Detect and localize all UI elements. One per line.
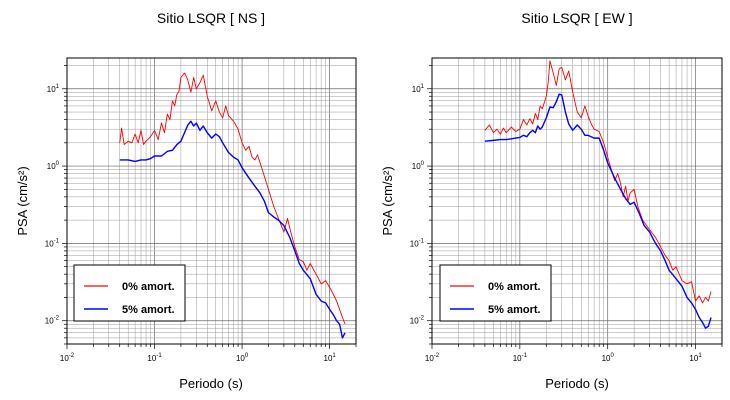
y-tick-labels-ew: 10-2 10-1 100 101 [410,84,425,326]
x-tick-label-ew: 10-1 [513,353,528,363]
y-tick-labels-ns: 10-2 10-1 100 101 [45,84,60,326]
legend-box-ns [73,264,186,322]
plot-area-ew [484,60,712,329]
y-axis-label-ew: PSA (cm/s²) [380,166,395,235]
x-tick-label-ns: 100 [236,353,249,363]
plot-area-ns [119,72,346,339]
y-tick-label-ns: 100 [47,161,60,171]
x-tick-label-ew: 100 [602,353,615,363]
panel-ns: Sitio LSQR [ NS ] 10-2 10-1 100 101 10-210-… [15,10,357,391]
y-tick-label-ew: 100 [412,161,425,171]
legend-ew: 0% amort. 5% amort. [439,264,552,322]
chart-title-ew: Sitio LSQR [ EW ] [521,10,632,26]
x-tick-label-ns: 10-1 [147,353,162,363]
legend-label-5pct-ns: 5% amort. [122,304,175,316]
legend-box-ew [439,264,552,322]
x-tick-labels-ns: 10-2 10-1 100 101 [60,353,337,363]
series-line-5pct-ew [484,93,712,329]
y-tick-label-ns: 10-2 [45,316,60,326]
x-axis-label-ns: Periodo (s) [179,376,243,391]
x-tick-label-ns: 10-2 [60,353,75,363]
y-tick-label-ns: 10-1 [45,238,60,248]
series-line-0pct-ns [119,72,346,325]
y-tick-label-ew: 10-2 [410,316,425,326]
y-tick-label-ew: 10-1 [410,238,425,248]
y-tick-label-ew: 101 [412,84,425,94]
x-tick-label-ns: 101 [324,353,337,363]
series-line-5pct-ns [119,120,346,339]
legend-ns: 0% amort. 5% amort. [73,264,186,322]
x-tick-label-ew: 10-2 [425,353,440,363]
x-tick-label-ew: 101 [689,353,702,363]
x-tick-labels-ew: 10-2 10-1 100 101 [425,353,702,363]
plot-frame-ns [66,57,357,345]
series-line-0pct-ew [484,60,712,304]
legend-label-0pct-ns: 0% amort. [122,281,175,293]
x-axis-label-ew: Periodo (s) [545,376,609,391]
panel-ew: Sitio LSQR [ EW ] 10-2 10-1 100 101 10-210-… [380,10,723,391]
grid-ns [62,58,357,349]
y-axis-label-ns: PSA (cm/s²) [15,166,30,235]
legend-label-0pct-ew: 0% amort. [488,281,541,293]
chart-title-ns: Sitio LSQR [ NS ] [157,10,265,26]
plot-frame-ew [431,57,723,345]
y-tick-label-ns: 101 [47,84,60,94]
legend-label-5pct-ew: 5% amort. [488,304,541,316]
